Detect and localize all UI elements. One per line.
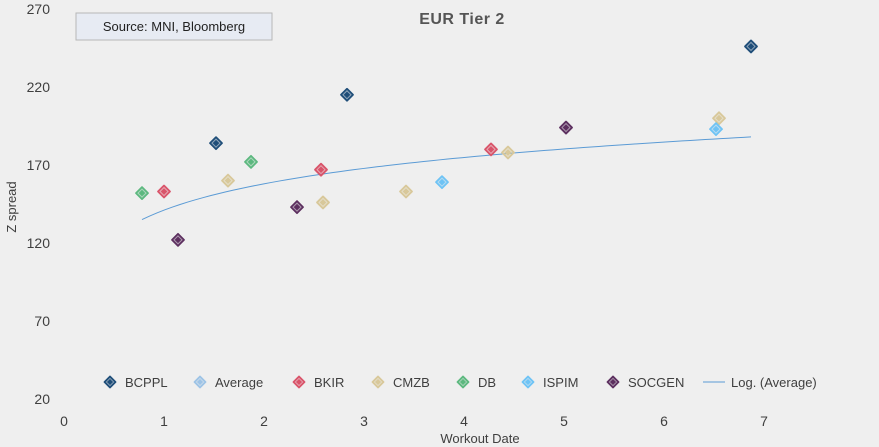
marker-core: [374, 378, 382, 386]
data-point-db: [135, 186, 149, 200]
chart-title: EUR Tier 2: [419, 11, 505, 28]
x-tick-label: 1: [160, 413, 168, 429]
data-point-bcppl: [209, 136, 223, 151]
plot-area: [135, 39, 758, 247]
marker-core: [247, 158, 255, 166]
x-tick-label: 3: [360, 413, 368, 429]
x-tick-label: 6: [660, 413, 668, 429]
data-point-bcppl: [744, 39, 758, 54]
data-point-bkir: [484, 142, 498, 157]
data-point-socgen: [290, 200, 304, 215]
y-tick-label: 70: [34, 313, 50, 329]
x-tick-label: 7: [760, 413, 768, 429]
legend-marker-bcppl: [103, 375, 117, 389]
source-box: [75, 12, 273, 41]
marker-core: [106, 378, 114, 386]
marker-core: [747, 43, 755, 50]
legend-label-cmzb: CMZB: [393, 375, 430, 390]
data-point-socgen: [171, 232, 185, 247]
x-axis-title: Workout Date: [440, 431, 519, 446]
source-annotation: Source: MNI, Bloomberg: [103, 19, 245, 34]
marker-core: [715, 114, 723, 122]
data-point-db: [244, 154, 258, 169]
x-tick-label: 5: [560, 413, 568, 429]
data-point-bkir: [314, 162, 328, 177]
data-point-bcppl: [340, 87, 354, 102]
legend-marker-socgen: [606, 375, 620, 389]
data-point-cmzb: [399, 184, 413, 199]
legend-label-db: DB: [478, 375, 496, 390]
x-tick-label: 4: [460, 413, 468, 429]
marker-core: [343, 91, 351, 99]
legend-marker-ispim: [521, 375, 535, 389]
marker-core: [562, 124, 570, 131]
marker-core: [487, 146, 495, 153]
legend-label-ispim: ISPIM: [543, 375, 578, 390]
marker-core: [160, 188, 168, 195]
y-axis-title: Z spread: [4, 181, 19, 232]
y-tick-label: 270: [27, 1, 51, 17]
x-tick-label: 0: [60, 413, 68, 429]
legend-label-bcppl: BCPPL: [125, 375, 168, 390]
marker-core: [712, 125, 720, 133]
marker-core: [196, 378, 204, 386]
data-point-cmzb: [712, 111, 726, 126]
trendline-log-average: [141, 136, 752, 221]
legend-marker-cmzb: [371, 375, 385, 389]
marker-core: [212, 139, 220, 147]
y-tick-label: 20: [34, 391, 50, 407]
marker-core: [293, 203, 301, 211]
y-tick-label: 220: [27, 79, 51, 95]
x-tick-label: 2: [260, 413, 268, 429]
legend: BCPPL Average BKIR CMZB DB ISPIM SOCGEN Log. (A…: [103, 375, 817, 390]
data-point-bkir: [157, 184, 171, 199]
marker-core: [224, 177, 232, 184]
legend-marker-db: [456, 375, 470, 389]
marker-core: [459, 378, 467, 386]
marker-core: [317, 166, 325, 173]
data-point-socgen: [559, 120, 573, 135]
marker-core: [295, 378, 303, 386]
data-point-cmzb: [316, 195, 330, 210]
data-point-ispim: [709, 122, 723, 137]
y-tick-label: 170: [27, 157, 51, 173]
data-point-cmzb: [221, 173, 235, 188]
marker-core: [174, 236, 182, 244]
y-tick-label: 120: [27, 235, 51, 251]
marker-core: [402, 188, 410, 195]
legend-label-trendline: Log. (Average): [731, 375, 817, 390]
marker-core: [504, 149, 512, 156]
legend-marker-average: [193, 375, 207, 389]
marker-core: [438, 178, 446, 186]
legend-label-average: Average: [215, 375, 263, 390]
legend-label-bkir: BKIR: [314, 375, 344, 390]
marker-core: [524, 378, 532, 386]
legend-marker-bkir: [292, 375, 306, 389]
marker-core: [609, 378, 617, 386]
marker-core: [319, 199, 327, 206]
data-point-cmzb: [501, 145, 515, 160]
data-point-ispim: [435, 175, 449, 190]
legend-label-socgen: SOCGEN: [628, 375, 684, 390]
marker-core: [138, 189, 146, 197]
